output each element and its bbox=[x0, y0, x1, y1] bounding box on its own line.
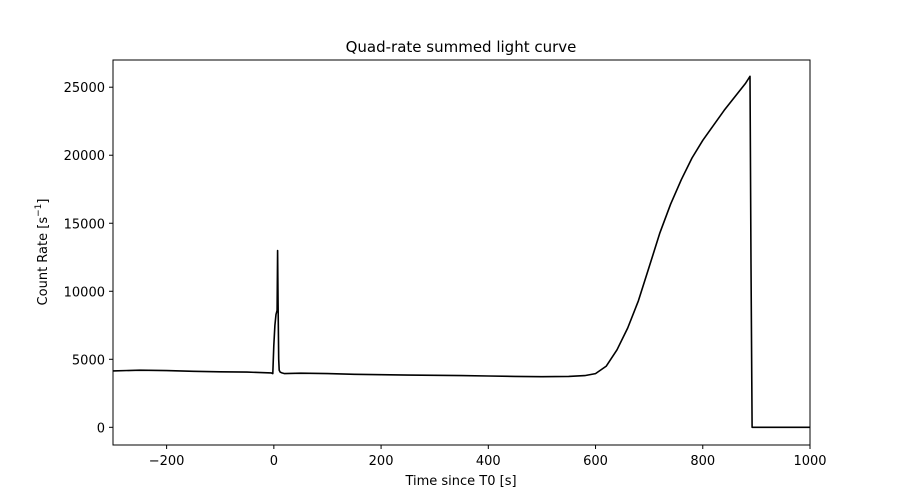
y-tick-label: 15000 bbox=[64, 217, 105, 232]
y-axis: 0 5000 10000 15000 20000 25000 bbox=[64, 81, 113, 436]
y-axis-title: Count Rate [s−1] bbox=[34, 199, 51, 306]
x-tick-label: 600 bbox=[583, 454, 608, 469]
x-tick-label: 800 bbox=[690, 454, 715, 469]
x-tick-label: 0 bbox=[270, 454, 278, 469]
plot-frame bbox=[112, 59, 811, 446]
y-tick-label: 25000 bbox=[64, 81, 105, 96]
x-tick-label: 400 bbox=[476, 454, 501, 469]
y-axis-title-close: ] bbox=[36, 199, 51, 204]
x-axis: −200 0 200 400 600 800 1000 bbox=[149, 445, 827, 469]
y-axis-title-main: Count Rate [s bbox=[36, 217, 51, 306]
y-tick-label: 10000 bbox=[64, 285, 105, 300]
y-tick-label: 20000 bbox=[64, 149, 105, 164]
y-tick-label: 5000 bbox=[72, 353, 105, 368]
plot-area bbox=[112, 75, 810, 429]
count-rate-line bbox=[112, 75, 810, 429]
y-axis-title-exponent: −1 bbox=[34, 204, 44, 217]
x-tick-label: 1000 bbox=[793, 454, 826, 469]
x-tick-label: −200 bbox=[149, 454, 185, 469]
x-axis-title: Time since T0 [s] bbox=[404, 474, 516, 489]
x-tick-label: 200 bbox=[369, 454, 394, 469]
chart-title: Quad-rate summed light curve bbox=[346, 38, 577, 56]
y-tick-label: 0 bbox=[97, 421, 105, 436]
